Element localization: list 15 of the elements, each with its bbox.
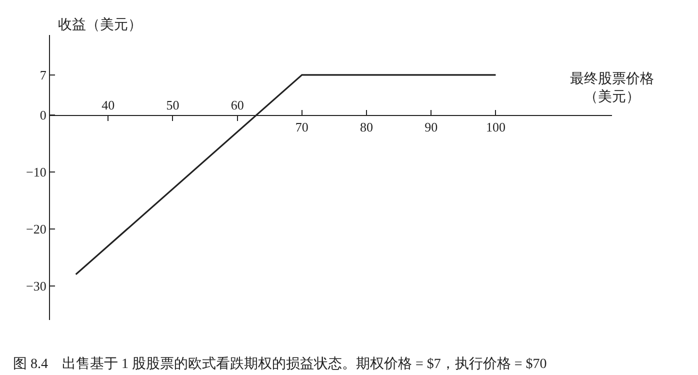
y-axis-title: 收益（美元） xyxy=(58,17,142,33)
y-tick-label: 0 xyxy=(40,107,46,122)
x-tick-label: 100 xyxy=(486,119,506,134)
y-tick-label: −10 xyxy=(26,164,46,180)
x2-tick-label: 60 xyxy=(230,98,244,113)
x-tick-label: 70 xyxy=(295,119,308,134)
x-tick-label: 90 xyxy=(424,119,438,134)
x-axis-title: 最终股票价格（美元） xyxy=(570,71,654,106)
caption: 图 8.4 出售基于 1 股股票的欧式看跌期权的损益状态。期权价格 = $7，执行价格 = $70 xyxy=(13,356,547,372)
x2-tick-label: 40 xyxy=(102,98,115,113)
y-tick-label: −20 xyxy=(26,221,46,236)
y-tick-label: −30 xyxy=(26,278,46,294)
x2-tick-label: 50 xyxy=(166,98,180,113)
x-tick-label: 80 xyxy=(360,119,374,134)
y-tick-label: 7 xyxy=(40,67,47,82)
